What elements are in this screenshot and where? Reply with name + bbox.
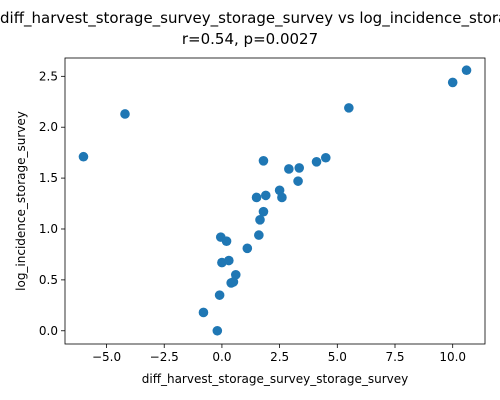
x-tick-label: 0.0 [212, 350, 231, 364]
data-point-21 [284, 164, 294, 174]
data-point-2 [198, 307, 209, 318]
data-point-23 [294, 163, 305, 173]
data-point-14 [254, 230, 264, 240]
plot-frame [64, 57, 486, 345]
y-tick-label: 1.5 [39, 171, 58, 185]
x-tick-label: 7.5 [385, 350, 404, 364]
data-point-12 [242, 243, 253, 254]
data-point-26 [344, 103, 354, 113]
data-point-4 [214, 290, 225, 300]
y-tick-label: 0.0 [39, 324, 58, 338]
x-tick-label: 10.0 [439, 350, 466, 364]
chart-title: diff_harvest_storage_survey_storage_surv… [0, 9, 500, 27]
y-tick-label: 1.0 [39, 222, 58, 236]
chart-subtitle: r=0.54, p=0.0027 [181, 30, 319, 48]
data-points [78, 65, 472, 336]
data-point-3 [212, 325, 223, 336]
data-point-15 [255, 215, 265, 225]
data-point-20 [277, 192, 287, 203]
data-point-16 [258, 206, 269, 217]
data-point-8 [224, 255, 234, 266]
y-tick-label: 2.5 [39, 69, 58, 83]
data-point-17 [258, 155, 269, 166]
data-point-0 [78, 151, 89, 162]
x-tick-label: −5.0 [92, 350, 121, 364]
data-point-22 [293, 176, 303, 186]
data-point-11 [230, 269, 241, 280]
x-tick-label: −2.5 [150, 350, 179, 364]
y-axis-label: log_incidence_storage_survey [14, 111, 28, 291]
x-tick-label: 2.5 [270, 350, 289, 364]
y-tick-label: 2.0 [39, 120, 58, 134]
data-point-24 [311, 157, 322, 167]
data-point-18 [260, 190, 271, 201]
data-point-27 [447, 77, 458, 88]
data-point-25 [320, 152, 331, 163]
data-point-7 [221, 236, 232, 247]
data-point-13 [251, 192, 262, 203]
data-point-28 [461, 65, 472, 76]
y-tick-label: 0.5 [39, 273, 58, 287]
data-point-1 [120, 109, 130, 119]
x-axis-ticks: −5.0 −2.5 0.0 2.5 5.0 7.5 10.0 [92, 344, 466, 364]
y-axis-ticks: 0.0 0.5 1.0 1.5 2.0 2.5 [39, 69, 65, 338]
x-tick-label: 5.0 [328, 350, 347, 364]
x-axis-label: diff_harvest_storage_survey_storage_surv… [142, 372, 408, 386]
